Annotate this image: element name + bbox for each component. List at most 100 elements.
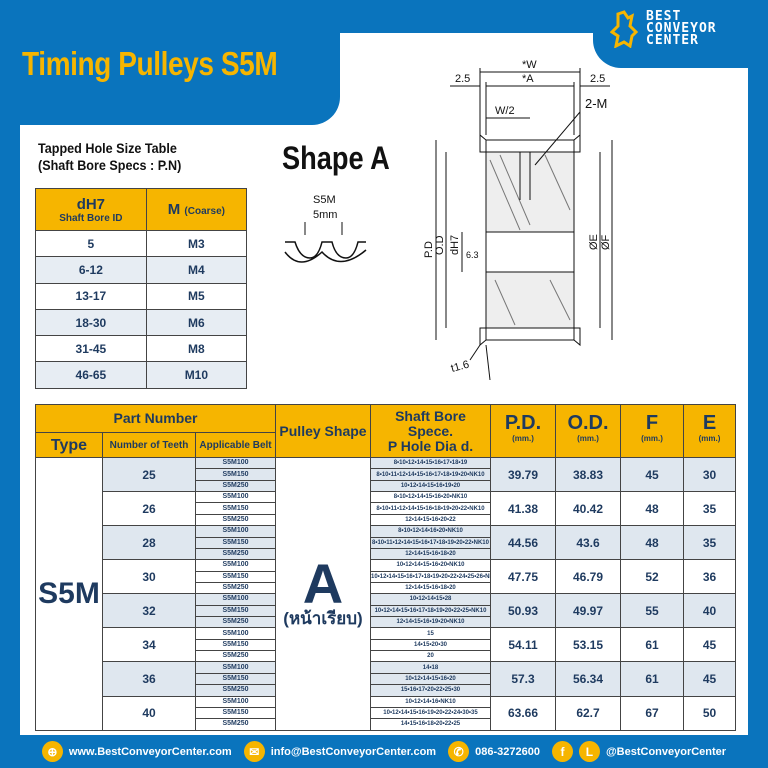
email-link[interactable]: info@BestConveyorCenter.com: [270, 745, 437, 758]
e-cell: 30: [683, 456, 736, 493]
e-cell: 36: [683, 559, 736, 595]
belt-cell: S5M250: [195, 479, 276, 493]
facebook-icon[interactable]: f: [551, 741, 573, 762]
shape-letter: A: [302, 551, 344, 615]
unit-label: (mm.): [641, 434, 663, 443]
logo-text: CONVEYOR: [646, 21, 717, 36]
belt-tooth-profile: [284, 241, 367, 263]
header-bore: Shaft Bore Spece. P Hole Dia d.: [370, 404, 491, 458]
dim-dh7: dH7: [449, 235, 461, 255]
table-row: S5M250 14•15•16•18•20•22•25: [36, 718, 736, 731]
unit-label: (mm.): [512, 434, 534, 443]
tapped-row: 46-65 M10: [35, 361, 248, 389]
belt-cell: S5M100: [195, 525, 276, 538]
header-part-number: Part Number: [35, 404, 276, 433]
bore-cell: 10•12•14•15•16•19•20•22•24•30•35: [370, 706, 491, 720]
tapped-hole-table: dH7 Shaft Bore ID M (Coarse) 5 M3 6-12 M4 13-…: [35, 188, 248, 389]
table-row: 26 S5M100 8•10•12•14•15•16•20•NK10 41.38 40.…: [36, 491, 736, 527]
table-row: 40 S5M100 10•12•14•16•NK10 63.66 62.7 67 50: [36, 695, 736, 731]
teeth-cell: 25: [102, 456, 196, 493]
logo-text: BEST: [646, 9, 682, 24]
e-cell: 50: [683, 695, 736, 731]
tapped-m-size: M5: [145, 282, 248, 310]
e-cell: 45: [683, 661, 736, 697]
shape-title: Shape A: [282, 140, 390, 176]
col-sublabel: (Coarse): [184, 206, 225, 217]
social-handle[interactable]: @BestConveyorCenter: [605, 745, 727, 758]
od-cell: 46.79: [555, 559, 621, 595]
teeth-cell: 26: [102, 491, 196, 527]
dim-side-right: 2.5: [590, 73, 605, 85]
bore-cell: 8•10•11•12•14•15•16•17•18•19•20•22•NK10: [370, 536, 491, 549]
header-label: P.D.: [504, 412, 542, 434]
teeth-cell: 34: [102, 627, 196, 663]
pd-cell: 54.11: [490, 627, 556, 663]
pd-cell: 39.79: [490, 456, 556, 493]
belt-cell: S5M250: [195, 650, 276, 663]
e-cell: 35: [683, 525, 736, 561]
table-row: S5M150 8•10•11•12•14•15•16•18•19•20•22•NK…: [36, 502, 736, 515]
unit-label: (mm.): [577, 434, 599, 443]
f-cell: 55: [620, 593, 684, 629]
bore-cell: 10•12•14•15•16•20•NK10: [370, 559, 491, 572]
pd-cell: 44.56: [490, 525, 556, 561]
belt-cell: S5M100: [195, 593, 276, 606]
bore-cell: 8•10•12•14•15•16•17•18•19: [370, 456, 491, 470]
tapped-table-title: Tapped Hole Size Table (Shaft Bore Specs …: [38, 140, 181, 174]
dim-e: ØE: [588, 234, 600, 250]
col-sublabel: Shaft Bore ID: [59, 212, 123, 224]
bore-cell: 8•10•11•12•14•15•16•17•18•19•20•NK10: [370, 468, 491, 481]
tapped-title-line: (Shaft Bore Specs : P.N): [38, 157, 182, 173]
bore-cell: 14•15•20•30: [370, 638, 491, 652]
teeth-cell: 40: [102, 695, 196, 731]
bore-cell: 20: [370, 650, 491, 663]
table-row: S5M250 15•16•17•20•22•25•30: [36, 684, 736, 697]
header-bore-line: Shaft Bore Spece.: [395, 407, 466, 439]
pd-cell: 41.38: [490, 491, 556, 527]
bore-cell: 14•15•16•18•20•22•25: [370, 718, 491, 731]
teeth-cell: 32: [102, 593, 196, 629]
type-cell: S5M: [35, 457, 103, 731]
dim-r: 6.3: [466, 250, 479, 260]
od-cell: 53.15: [555, 627, 621, 663]
belt-cell: S5M150: [195, 570, 276, 583]
tapped-bore-range: 18-30: [35, 308, 147, 337]
table-row: S5M250 10•12•14•15•16•19•20: [36, 479, 736, 493]
belt-cell: S5M150: [195, 536, 276, 549]
f-cell: 67: [620, 695, 684, 731]
header-type: Type: [35, 432, 103, 458]
pitch-label: 5mm: [313, 209, 337, 221]
dim-a: *A: [522, 73, 534, 85]
phone-number[interactable]: 086-3272600: [475, 745, 540, 758]
teeth-cell: 28: [102, 525, 196, 561]
e-cell: 35: [683, 491, 736, 527]
header-label: E: [702, 412, 717, 434]
footer-bar: ⊕ www.BestConveyorCenter.com ✉ info@BestCo…: [0, 735, 768, 768]
pd-cell: 63.66: [490, 695, 556, 731]
bore-cell: 12•14•15•16•18•20: [370, 581, 491, 595]
tapped-bore-range: 31-45: [35, 335, 147, 363]
header-f: F (mm.): [620, 404, 684, 458]
bore-cell: 10•12•14•15•16•17•18•19•20•22•25•NK10: [370, 604, 491, 618]
dim-m: 2-M: [585, 96, 607, 111]
website-link[interactable]: www.BestConveyorCenter.com: [68, 745, 232, 758]
bore-cell: 8•10•12•14•15•16•20•NK10: [370, 491, 491, 504]
od-cell: 43.6: [555, 525, 621, 561]
belt-cell: S5M100: [195, 491, 276, 504]
belt-cell: S5M250: [195, 616, 276, 629]
f-cell: 61: [620, 627, 684, 663]
col-label: dH7: [76, 195, 106, 213]
belt-cell: S5M250: [195, 718, 276, 731]
dim-w: *W: [522, 59, 537, 71]
table-row: 28 S5M100 8•10•12•14•16•20•NK10 44.56 43.6 48…: [36, 525, 736, 561]
belt-cell: S5M250: [195, 513, 276, 527]
table-row: S5M250 12•14•15•16•18•20: [36, 547, 736, 561]
tapped-bore-range: 13-17: [35, 282, 147, 310]
belt-cell: S5M250: [195, 581, 276, 595]
tapped-row: 13-17 M5: [35, 282, 248, 310]
bore-cell: 8•10•12•14•16•20•NK10: [370, 525, 491, 538]
mail-icon: ✉: [243, 741, 265, 762]
line-icon[interactable]: L: [578, 741, 600, 762]
table-row: 34 S5M100 15 54.11 53.15 61 45: [36, 627, 736, 663]
belt-label: S5M: [313, 194, 336, 206]
